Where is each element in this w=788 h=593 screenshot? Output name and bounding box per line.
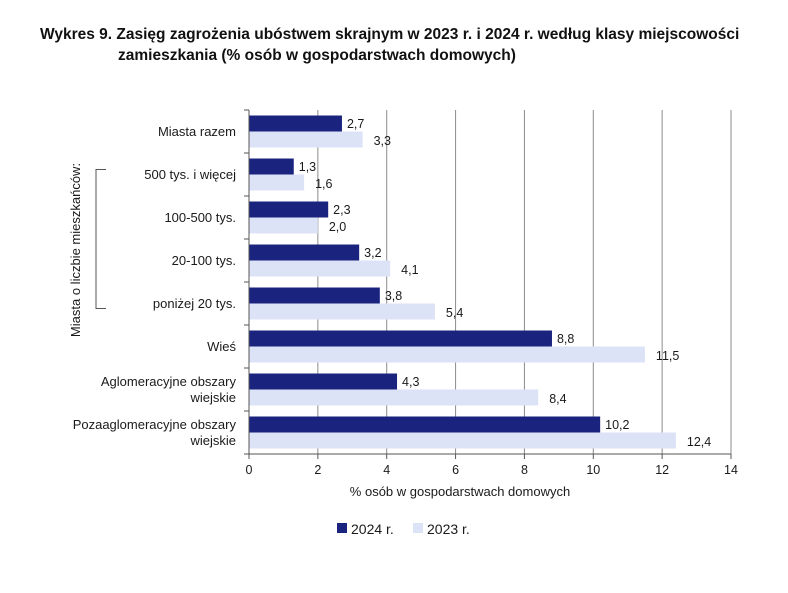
category-labels: Miasta razem 500 tys. i więcej 100-500 tys… xyxy=(73,124,237,448)
bar-2023-2 xyxy=(249,217,318,234)
x-tick-label-4: 8 xyxy=(521,463,528,477)
bar-2024-4 xyxy=(249,287,380,304)
bar-2024-2 xyxy=(249,201,329,218)
data-label-2023-1: 1,6 xyxy=(315,177,332,191)
bar-2023-4 xyxy=(249,303,435,320)
bar-2024-0 xyxy=(249,115,342,132)
category-label-7-0: Pozaaglomeracyjne obszary xyxy=(73,417,237,432)
data-label-2023-3: 4,1 xyxy=(401,263,418,277)
bar-2024-7 xyxy=(249,416,601,433)
group-label: Miasta o liczbie mieszkańców: xyxy=(68,163,83,337)
bar-2023-0 xyxy=(249,131,363,148)
legend: 2024 r. 2023 r. xyxy=(337,521,470,537)
bar-2024-5 xyxy=(249,330,552,347)
chart-title-line-1: Wykres 9. Zasięg zagrożenia ubóstwem skr… xyxy=(40,26,740,43)
category-label-6-1: wiejskie xyxy=(189,390,236,405)
data-label-2023-4: 5,4 xyxy=(446,306,463,320)
data-label-2024-1: 1,3 xyxy=(299,160,316,174)
x-tick-label-6: 12 xyxy=(655,463,669,477)
legend-swatch-2023 xyxy=(413,523,423,533)
x-tick-label-1: 2 xyxy=(314,463,321,477)
bar-2024-1 xyxy=(249,158,294,175)
category-label-0-0: Miasta razem xyxy=(158,124,236,139)
data-label-2024-7: 10,2 xyxy=(605,418,629,432)
bar-2023-6 xyxy=(249,389,539,406)
data-label-2024-2: 2,3 xyxy=(333,203,350,217)
category-label-1-0: 500 tys. i więcej xyxy=(144,167,236,182)
data-label-2024-3: 3,2 xyxy=(364,246,381,260)
legend-swatch-2024 xyxy=(337,523,347,533)
x-tick-label-7: 14 xyxy=(724,463,738,477)
x-tick-label-0: 0 xyxy=(246,463,253,477)
data-label-2023-0: 3,3 xyxy=(374,134,391,148)
category-label-3-0: 20-100 tys. xyxy=(172,253,236,268)
category-label-7-1: wiejskie xyxy=(189,433,236,448)
x-axis-label: % osób w gospodarstwach domowych xyxy=(350,484,570,499)
bar-2023-7 xyxy=(249,432,676,449)
legend-label-2024: 2024 r. xyxy=(351,521,394,537)
bar-2024-3 xyxy=(249,244,360,261)
chart-title: Wykres 9. Zasięg zagrożenia ubóstwem skr… xyxy=(40,24,770,66)
data-label-2023-2: 2,0 xyxy=(329,220,346,234)
legend-label-2023: 2023 r. xyxy=(427,521,470,537)
category-label-2-0: 100-500 tys. xyxy=(164,210,236,225)
x-tick-label-2: 4 xyxy=(383,463,390,477)
data-label-2023-7: 12,4 xyxy=(687,435,711,449)
bar-2023-1 xyxy=(249,174,305,191)
category-label-6-0: Aglomeracyjne obszary xyxy=(101,374,237,389)
bar-2023-5 xyxy=(249,346,645,363)
chart-title-line-2: zamieszkania (% osób w gospodarstwach do… xyxy=(118,47,516,64)
category-label-5-0: Wieś xyxy=(207,339,236,354)
x-tick-label-3: 6 xyxy=(452,463,459,477)
bars xyxy=(249,115,676,449)
data-label-2024-0: 2,7 xyxy=(347,117,364,131)
data-labels: 2,7 3,3 1,3 1,62,3 2,0 3,2 4,1 3,8 5,4 8,8 11,5 4,3… xyxy=(299,117,712,449)
data-label-2024-5: 8,8 xyxy=(557,332,574,346)
bar-2023-3 xyxy=(249,260,391,277)
data-label-2023-5: 11,5 xyxy=(656,349,679,363)
bar-2024-6 xyxy=(249,373,398,390)
data-label-2024-4: 3,8 xyxy=(385,289,402,303)
category-label-4-0: poniżej 20 tys. xyxy=(153,296,236,311)
group-bracket xyxy=(95,169,106,309)
x-tick-label-5: 10 xyxy=(586,463,600,477)
data-label-2024-6: 4,3 xyxy=(402,375,419,389)
x-axis-ticks: 0 2 4 6 8 10 12 14 xyxy=(244,109,738,477)
data-label-2023-6: 8,4 xyxy=(549,392,566,406)
